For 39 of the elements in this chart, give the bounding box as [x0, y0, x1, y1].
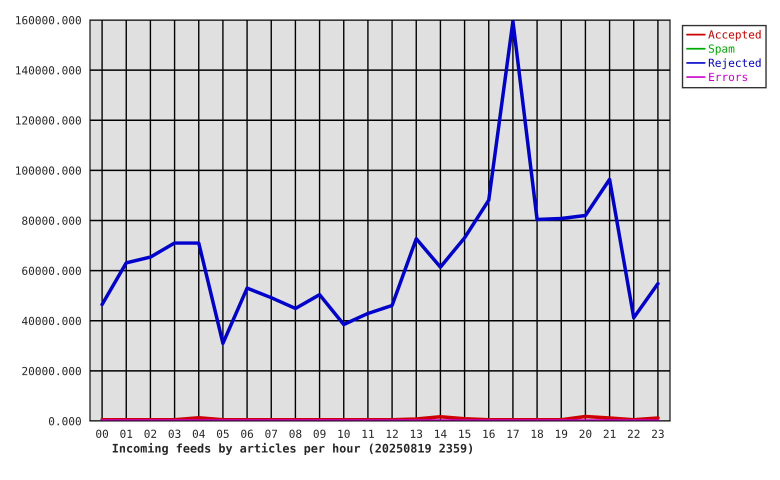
x-tick-label: 05 [216, 430, 229, 438]
x-tick-label: 03 [168, 430, 180, 438]
x-tick-label: 23 [652, 430, 664, 438]
x-tick-label: 14 [435, 430, 447, 438]
x-tick-label: 08 [289, 430, 302, 438]
x-tick-label: 00 [96, 430, 108, 438]
y-tick-label: 100000.000 [16, 166, 81, 175]
x-tick-label: 20 [580, 430, 592, 438]
legend-label: Accepted [708, 30, 761, 41]
x-tick-label: 01 [120, 430, 132, 438]
y-tick-label: 40000.000 [22, 316, 81, 326]
x-tick-label: 19 [556, 430, 568, 438]
x-tick-label: 21 [604, 430, 616, 438]
x-tick-label: 07 [265, 430, 278, 438]
x-tick-label: 02 [144, 430, 156, 438]
y-tick-label: 0.000 [48, 417, 81, 426]
x-tick-label: 16 [483, 430, 495, 438]
x-tick-label: 12 [386, 430, 398, 438]
x-tick-label: 18 [532, 430, 544, 438]
line-series [100, 20, 660, 346]
y-tick-label: 120000.000 [16, 116, 81, 125]
x-tick-label: 06 [241, 430, 254, 438]
x-tick-label: 15 [459, 430, 470, 438]
y-tick-label: 20000.000 [22, 366, 81, 376]
y-tick-label: 80000.000 [22, 216, 81, 225]
legend-label: Rejected [708, 58, 761, 70]
legend-label: Errors [709, 72, 748, 82]
y-tick-label: 60000.000 [22, 266, 81, 276]
x-tick-label: 09 [314, 430, 326, 438]
x-tick-label: 10 [338, 430, 350, 438]
x-axis-title: Incoming feeds by articles per hour (20250819 2359) [112, 442, 472, 455]
y-tick-label: 140000.000 [16, 66, 81, 75]
x-tick-label: 13 [410, 430, 422, 438]
y-tick-label: 160000.000 [16, 16, 81, 24]
x-tick-label: 04 [192, 430, 205, 438]
legend-label: Spam [708, 44, 734, 55]
x-tick-label: 17 [508, 430, 519, 438]
x-tick-label: 22 [628, 430, 640, 438]
x-tick-label: 11 [362, 430, 374, 438]
